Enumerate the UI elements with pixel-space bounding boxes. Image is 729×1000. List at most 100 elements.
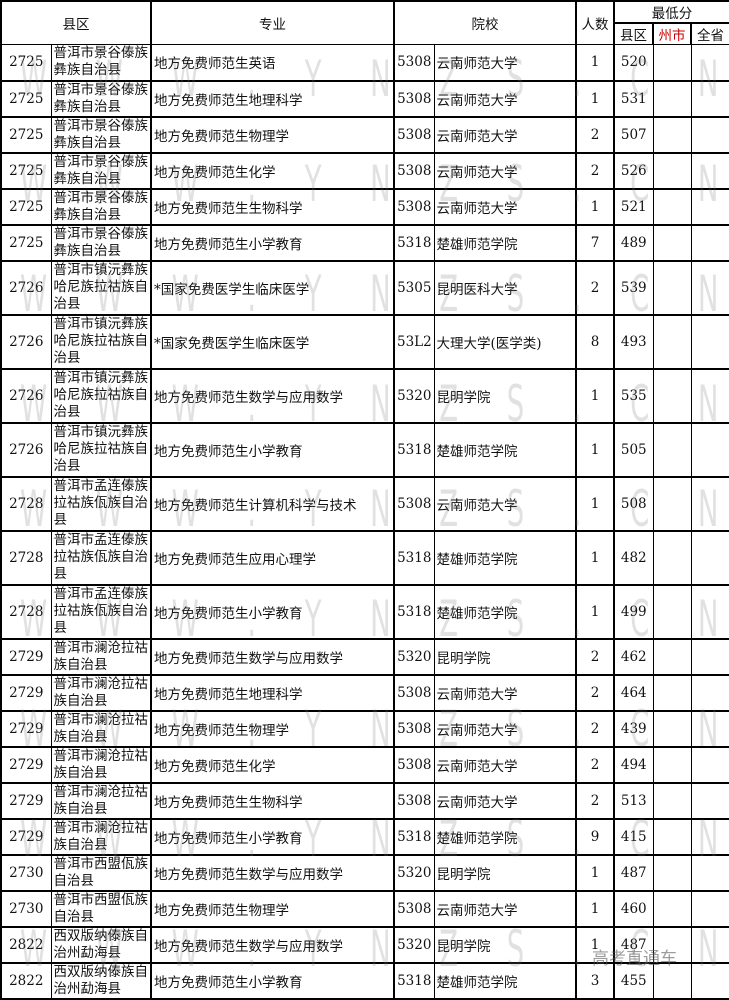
table-row: 2725 普洱市景谷傣族彝族自治县 地方免费师范生英语 5308 云南师范大学 1 520 — [0, 44, 729, 81]
county-name: 普洱市景谷傣族彝族自治县 — [50, 116, 152, 153]
major: 地方免费师范生应用心理学 — [150, 530, 395, 585]
count: 1 — [575, 368, 615, 423]
school-code: 5318 — [393, 584, 435, 639]
county-name: 普洱市澜沧拉祜族自治县 — [50, 674, 152, 711]
county-name: 普洱市孟连傣族拉祜族佤族自治县 — [50, 476, 152, 531]
score-county: 535 — [613, 368, 654, 423]
county-code: 2730 — [0, 854, 52, 891]
school-name: 大理大学(医学类) — [433, 314, 577, 369]
score-county: 464 — [613, 674, 654, 711]
score-county: 439 — [613, 710, 654, 747]
score-province — [690, 890, 729, 927]
score-province — [690, 44, 729, 81]
school-code: 5308 — [393, 782, 435, 819]
score-county: 508 — [613, 476, 654, 531]
county-name: 西双版纳傣族自治州勐海县 — [50, 926, 152, 963]
major: 地方免费师范生英语 — [150, 44, 395, 81]
score-prefecture — [652, 854, 692, 891]
score-county: 415 — [613, 818, 654, 855]
school-name: 昆明学院 — [433, 638, 577, 675]
table-row: 2729 普洱市澜沧拉祜族自治县 地方免费师范生化学 5308 云南师范大学 2 494 — [0, 746, 729, 783]
school-name: 云南师范大学 — [433, 674, 577, 711]
major: 地方免费师范生物理学 — [150, 890, 395, 927]
school-code: 5308 — [393, 476, 435, 531]
count: 7 — [575, 224, 615, 261]
score-province — [690, 926, 729, 963]
school-name: 云南师范大学 — [433, 476, 577, 531]
school-code: 5305 — [393, 260, 435, 315]
score-prefecture — [652, 818, 692, 855]
school-name: 云南师范大学 — [433, 152, 577, 189]
score-county: 526 — [613, 152, 654, 189]
table-row: 2729 普洱市澜沧拉祜族自治县 地方免费师范生数学与应用数学 5320 昆明学院 2 46… — [0, 638, 729, 675]
school-code: 53L2 — [393, 314, 435, 369]
county-code: 2726 — [0, 422, 52, 477]
major: *国家免费医学生临床医学 — [150, 314, 395, 369]
county-code: 2725 — [0, 188, 52, 225]
score-prefecture — [652, 422, 692, 477]
count: 1 — [575, 422, 615, 477]
score-province — [690, 818, 729, 855]
county-name: 普洱市镇沅彝族哈尼族拉祜族自治县 — [50, 314, 152, 369]
count: 2 — [575, 152, 615, 189]
score-county: 487 — [613, 926, 654, 963]
county-code: 2728 — [0, 530, 52, 585]
score-province — [690, 710, 729, 747]
major: 地方免费师范生化学 — [150, 152, 395, 189]
table-row: 2729 普洱市澜沧拉祜族自治县 地方免费师范生小学教育 5318 楚雄师范学院 9 415 — [0, 818, 729, 855]
table-row: 2725 普洱市景谷傣族彝族自治县 地方免费师范生物理学 5308 云南师范大学 2 507 — [0, 116, 729, 153]
school-code: 5308 — [393, 746, 435, 783]
school-code: 5308 — [393, 890, 435, 927]
count: 2 — [575, 638, 615, 675]
major: 地方免费师范生小学教育 — [150, 818, 395, 855]
score-province — [690, 584, 729, 639]
score-county: 505 — [613, 422, 654, 477]
count: 2 — [575, 710, 615, 747]
school-name: 楚雄师范学院 — [433, 224, 577, 261]
major: 地方免费师范生化学 — [150, 746, 395, 783]
major: 地方免费师范生数学与应用数学 — [150, 638, 395, 675]
major: 地方免费师范生物理学 — [150, 710, 395, 747]
score-county: 521 — [613, 188, 654, 225]
score-prefecture — [652, 152, 692, 189]
header-score-prefecture: 州市 — [652, 22, 692, 45]
school-code: 5308 — [393, 188, 435, 225]
table-row: 2822 西双版纳傣族自治州勐海县 地方免费师范生数学与应用数学 5320 昆明学院 1 4… — [0, 926, 729, 963]
table-row: 2728 普洱市孟连傣族拉祜族佤族自治县 地方免费师范生应用心理学 5318 楚雄师范学… — [0, 530, 729, 585]
count: 2 — [575, 260, 615, 315]
county-code: 2729 — [0, 818, 52, 855]
major: 地方免费师范生数学与应用数学 — [150, 854, 395, 891]
county-name: 普洱市澜沧拉祜族自治县 — [50, 710, 152, 747]
score-prefecture — [652, 674, 692, 711]
table-row: 2726 普洱市镇沅彝族哈尼族拉祜族自治县 *国家免费医学生临床医学 5305 昆明医科… — [0, 260, 729, 315]
school-code: 5320 — [393, 368, 435, 423]
score-county: 513 — [613, 782, 654, 819]
school-name: 昆明学院 — [433, 854, 577, 891]
county-name: 普洱市澜沧拉祜族自治县 — [50, 818, 152, 855]
score-county: 531 — [613, 80, 654, 117]
school-name: 云南师范大学 — [433, 890, 577, 927]
school-name: 云南师范大学 — [433, 188, 577, 225]
score-county: 539 — [613, 260, 654, 315]
school-name: 楚雄师范学院 — [433, 422, 577, 477]
table-row: 2725 普洱市景谷傣族彝族自治县 地方免费师范生地理科学 5308 云南师范大学 1 53… — [0, 80, 729, 117]
header-count: 人数 — [575, 0, 615, 45]
header-major: 专业 — [150, 0, 395, 45]
table-row: 2729 普洱市澜沧拉祜族自治县 地方免费师范生物理学 5308 云南师范大学 2 439 — [0, 710, 729, 747]
score-prefecture — [652, 224, 692, 261]
major: 地方免费师范生小学教育 — [150, 224, 395, 261]
county-code: 2730 — [0, 890, 52, 927]
major: 地方免费师范生生物科学 — [150, 188, 395, 225]
major: 地方免费师范生地理科学 — [150, 674, 395, 711]
score-province — [690, 116, 729, 153]
school-code: 5318 — [393, 224, 435, 261]
school-name: 云南师范大学 — [433, 710, 577, 747]
major: 地方免费师范生数学与应用数学 — [150, 368, 395, 423]
county-name: 普洱市澜沧拉祜族自治县 — [50, 782, 152, 819]
score-prefecture — [652, 314, 692, 369]
county-name: 普洱市镇沅彝族哈尼族拉祜族自治县 — [50, 368, 152, 423]
score-prefecture — [652, 188, 692, 225]
score-prefecture — [652, 926, 692, 963]
score-prefecture — [652, 80, 692, 117]
table-row: 2725 普洱市景谷傣族彝族自治县 地方免费师范生小学教育 5318 楚雄师范学院 7 48… — [0, 224, 729, 261]
